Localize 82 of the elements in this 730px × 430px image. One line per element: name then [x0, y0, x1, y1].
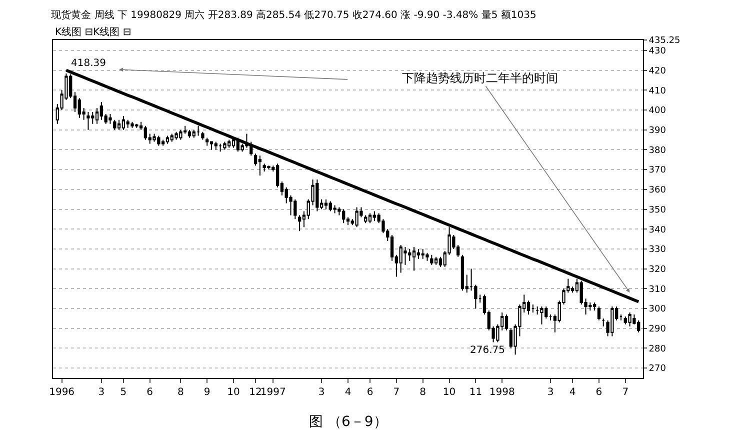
candlestick: [548, 314, 552, 321]
candlestick: [412, 246, 416, 272]
x-tick-label: 1997: [260, 387, 286, 398]
y-tick-label: 310: [648, 284, 666, 295]
candlestick: [117, 119, 121, 130]
candlestick: [531, 304, 534, 313]
x-tick-label: 8: [178, 387, 184, 398]
x-tick-label: 3: [98, 387, 105, 398]
x-tick-label: 3: [318, 387, 325, 398]
candlestick: [430, 254, 434, 266]
chart-subtitle: K线图 ⊟K线图 ⊟: [55, 26, 132, 38]
annotation: 418.39: [71, 58, 106, 69]
x-tick-label: 4: [344, 387, 352, 398]
x-tick-label: 8: [420, 387, 426, 398]
y-tick-label: 360: [648, 186, 666, 196]
candlestick: [86, 111, 90, 130]
candlestick: [188, 129, 192, 138]
x-tick-label: 7: [622, 387, 629, 398]
y-tick-label: 435.25: [648, 36, 680, 46]
candlestick: [434, 256, 438, 266]
x-tick-label: 6: [146, 387, 154, 398]
y-tick-label: 370: [648, 166, 666, 176]
candlestick: [460, 254, 464, 292]
candlestick: [210, 141, 214, 150]
candlestick: [324, 198, 328, 210]
y-tick-label: 290: [648, 324, 666, 335]
y-tick-label: 330: [648, 245, 666, 256]
annotation: 276.75: [470, 345, 505, 356]
x-tick-label: 5: [120, 387, 127, 398]
x-tick-label: 7: [393, 387, 400, 398]
y-tick-label: 320: [648, 264, 666, 275]
y-tick-label: 380: [648, 146, 666, 156]
candlestick: [166, 135, 170, 144]
x-tick-label: 1998: [489, 387, 515, 398]
y-tick-label: 280: [648, 344, 666, 354]
candlestick: [602, 318, 605, 327]
text: 图 （6－9）: [309, 414, 388, 430]
candlestick: [504, 314, 508, 331]
candlestick: [113, 119, 116, 130]
candlestick: [196, 125, 200, 136]
candlestick: [223, 141, 226, 150]
candlestick: [206, 137, 209, 146]
x-tick-label: 10: [227, 387, 240, 398]
y-tick-label: 390: [648, 126, 666, 136]
x-tick-label: 11: [469, 387, 482, 398]
x-tick-label: 1996: [49, 387, 75, 398]
candlestick: [592, 302, 596, 311]
x-tick-label: 3: [547, 387, 554, 398]
x-tick-label: 6: [596, 387, 602, 398]
y-tick-label: 350: [648, 205, 666, 216]
candlestick: [144, 125, 148, 140]
candlestick: [214, 141, 218, 150]
x-tick-label: 10: [442, 387, 456, 398]
candlestick: [267, 165, 270, 170]
candlestick: [619, 314, 623, 321]
x-tick-label: 12: [249, 387, 262, 398]
y-tick-label: 340: [648, 225, 666, 236]
chart-title: 现货黄金 周线 下 19980829 周六 开283.89 高285.54 低270.75 收274.60 涨 -9.90 -3.48% 量5 额1035: [51, 8, 536, 21]
candlestick: [426, 252, 429, 262]
y-tick-label: 410: [648, 86, 666, 96]
y-tick-label: 300: [648, 304, 666, 315]
candlestick: [597, 306, 601, 321]
x-tick-label: 4: [569, 387, 576, 398]
candlestick: [201, 131, 204, 140]
candlestick: [130, 121, 134, 128]
x-tick-label: 9: [204, 387, 210, 398]
candlestick: [540, 306, 544, 325]
x-tick-label: 6: [366, 387, 374, 398]
candlestick: [364, 214, 368, 224]
y-tick-label: 270: [648, 364, 666, 374]
candlestick: [122, 115, 126, 130]
candlestick: [258, 155, 262, 176]
candlestick: [368, 212, 372, 224]
candlestick: [298, 214, 302, 232]
y-tick-label: 400: [648, 106, 666, 116]
annotation: 下降趋势线历时二年半的时间: [402, 71, 558, 85]
y-tick-label: 420: [648, 66, 666, 76]
y-tick-label: 430: [648, 46, 666, 57]
candlestick: [100, 102, 104, 120]
candlestick: [192, 129, 196, 138]
line-series: [64, 68, 640, 304]
candlestick: [108, 113, 112, 124]
